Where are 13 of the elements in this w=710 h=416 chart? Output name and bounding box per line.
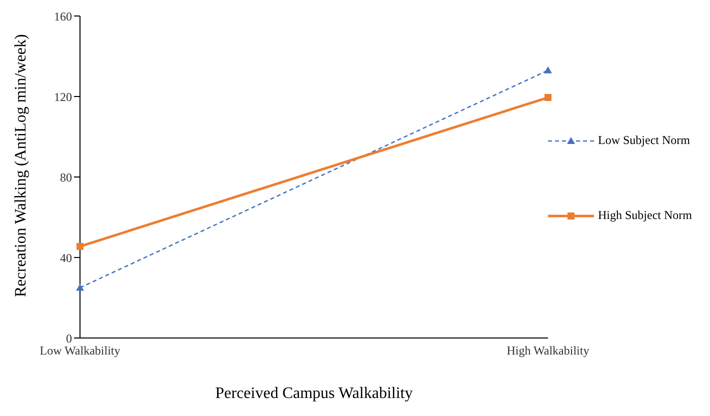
- point: [544, 94, 552, 102]
- y-tick-label: 160: [54, 9, 72, 24]
- x-tick-label: High Walkability: [506, 344, 590, 358]
- legend-label: Low Subject Norm: [598, 133, 690, 148]
- y-tick-label: 120: [54, 90, 72, 104]
- y-tick-label: 80: [60, 170, 72, 184]
- y-axis-title: Recreation Walking (AntiLog min/week): [12, 34, 30, 297]
- y-tick-label: 40: [60, 250, 72, 265]
- point: [76, 242, 84, 250]
- x-axis-title: Perceived Campus Walkability: [215, 385, 413, 402]
- x-tick-label: Low Walkability: [40, 344, 120, 358]
- legend-label: High Subject Norm: [598, 208, 692, 223]
- y-tick-label: 0: [66, 331, 72, 346]
